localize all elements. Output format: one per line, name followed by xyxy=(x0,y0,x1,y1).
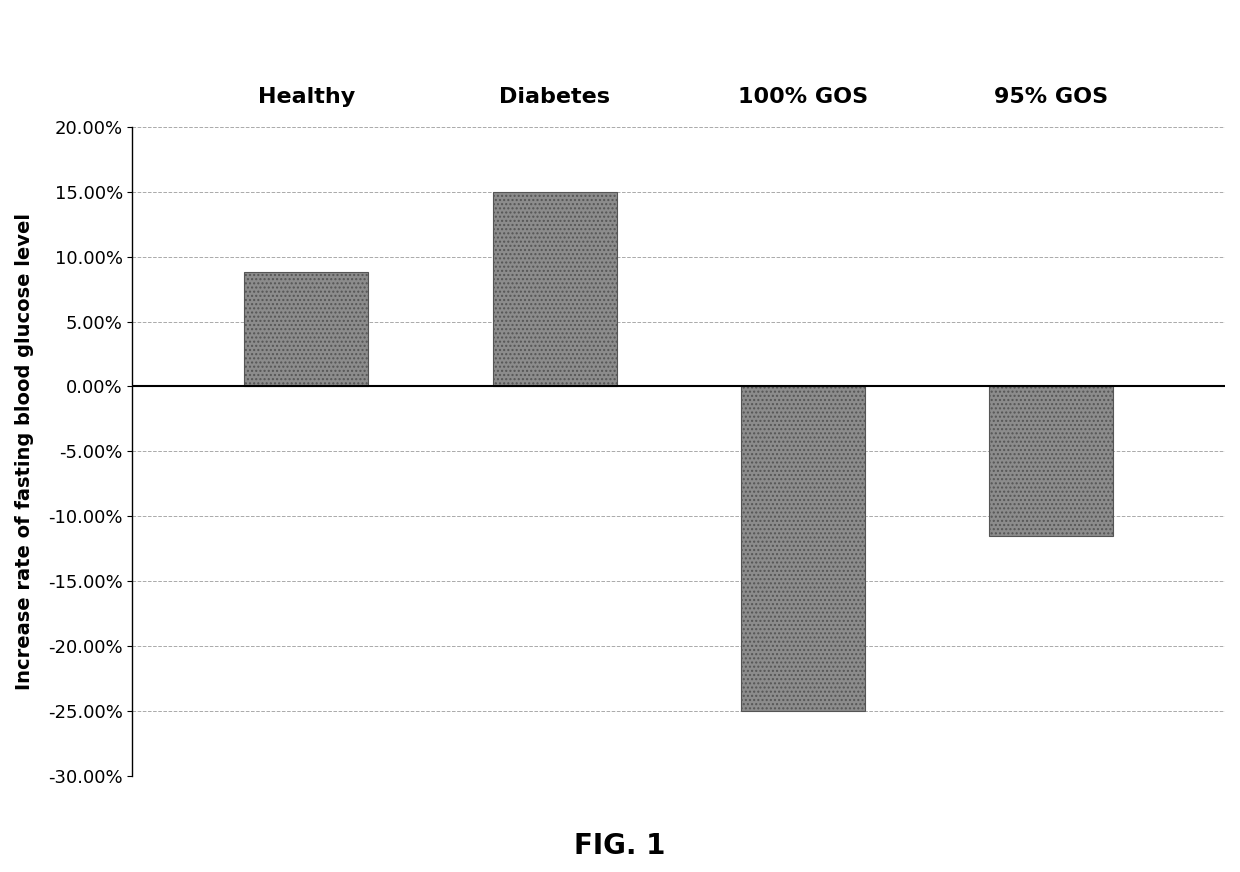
Text: 100% GOS: 100% GOS xyxy=(738,87,868,107)
Bar xyxy=(244,272,368,386)
Text: FIG. 1: FIG. 1 xyxy=(574,832,666,860)
Text: Diabetes: Diabetes xyxy=(498,87,610,107)
Text: Healthy: Healthy xyxy=(258,87,355,107)
Text: 95% GOS: 95% GOS xyxy=(994,87,1109,107)
Bar xyxy=(990,386,1114,536)
Bar xyxy=(740,386,866,711)
Y-axis label: Increase rate of fasting blood glucose level: Increase rate of fasting blood glucose l… xyxy=(15,213,33,690)
Bar xyxy=(492,192,616,386)
